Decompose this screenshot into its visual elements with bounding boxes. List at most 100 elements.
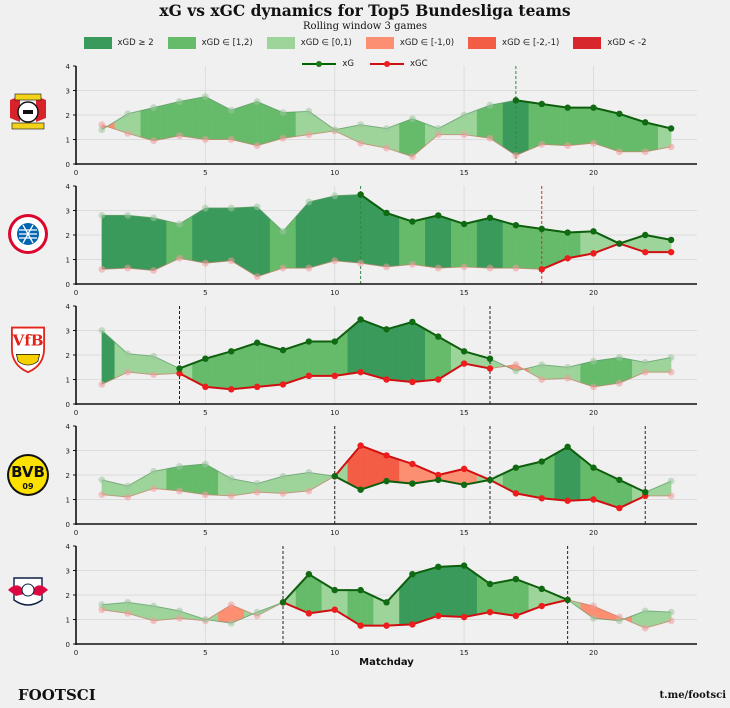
xgc-point bbox=[667, 248, 675, 256]
xgc-line-segment bbox=[101, 494, 128, 498]
xgd-band bbox=[425, 328, 432, 381]
legend-item-xgd-lt-m2: xGD < -2 bbox=[573, 37, 646, 49]
xgc-line-segment bbox=[463, 611, 491, 619]
xgc-point bbox=[512, 612, 520, 620]
xgc-line-segment bbox=[360, 444, 387, 457]
xgd-band bbox=[522, 464, 530, 497]
xg-line-segment bbox=[334, 124, 361, 131]
xg-line-segment bbox=[205, 463, 232, 480]
xgd-band bbox=[269, 346, 277, 386]
xgc-point bbox=[279, 381, 287, 388]
xg-line-segment bbox=[256, 341, 284, 352]
xgc-point bbox=[357, 259, 365, 267]
xgd-band bbox=[399, 216, 407, 266]
xg-point bbox=[228, 348, 235, 355]
xgc-line-segment bbox=[101, 371, 128, 385]
xgc-point bbox=[176, 132, 183, 140]
legend-line-swatch bbox=[370, 59, 405, 69]
xgc-line-segment bbox=[567, 142, 594, 147]
xgc-line-segment bbox=[360, 262, 387, 268]
xg-line-segment bbox=[205, 96, 232, 111]
xg-line-segment bbox=[127, 214, 154, 219]
xgc-point bbox=[434, 131, 442, 139]
xg-point bbox=[150, 214, 158, 222]
xgd-band bbox=[476, 219, 484, 268]
xg-point bbox=[667, 608, 675, 616]
x-tick-label: 0 bbox=[74, 169, 78, 177]
xgd-band bbox=[457, 221, 465, 268]
xgc-point bbox=[98, 491, 106, 498]
xgc-point bbox=[538, 495, 545, 502]
xgd-band bbox=[373, 595, 381, 626]
panel-bayer-leverkusen: 0 1 2 3 4 0 5 10 15 20 bbox=[66, 63, 697, 177]
xgd-band bbox=[580, 362, 588, 385]
xgc-point bbox=[642, 248, 649, 256]
xgc-line-segment bbox=[489, 364, 516, 369]
x-tick-label: 10 bbox=[330, 649, 339, 657]
xgc-point bbox=[98, 121, 106, 129]
xgc-point bbox=[279, 264, 287, 272]
xg-line-segment bbox=[645, 356, 672, 363]
x-tick-label: 20 bbox=[589, 529, 598, 537]
xgd-band bbox=[560, 106, 568, 146]
xgc-point bbox=[150, 267, 158, 274]
xg-line-segment bbox=[127, 470, 154, 487]
xgd-band bbox=[392, 325, 400, 381]
x-tick-label: 5 bbox=[203, 409, 207, 417]
xg-point bbox=[590, 614, 597, 622]
xg-line-segment bbox=[567, 230, 594, 234]
x-tick-label: 20 bbox=[589, 289, 598, 297]
y-tick-label: 1 bbox=[66, 497, 70, 505]
xgd-band bbox=[651, 359, 659, 373]
xg-point bbox=[176, 365, 183, 372]
footer-link[interactable]: t.me/footsci bbox=[659, 690, 726, 701]
xgc-point bbox=[512, 264, 520, 272]
xg-point bbox=[150, 104, 158, 112]
xgd-band bbox=[548, 453, 555, 500]
xg-line-segment bbox=[256, 101, 284, 114]
xgc-point bbox=[98, 265, 106, 273]
y-tick-label: 2 bbox=[66, 112, 70, 120]
xgd-band bbox=[134, 215, 141, 270]
xgc-line-segment bbox=[645, 146, 672, 153]
xgd-band bbox=[515, 100, 523, 156]
xg-point bbox=[176, 463, 183, 470]
xgc-point bbox=[383, 452, 390, 459]
xgd-band bbox=[263, 212, 271, 275]
xg-line-segment bbox=[463, 564, 491, 585]
xg-point bbox=[279, 227, 287, 235]
xg-line-segment bbox=[645, 480, 672, 493]
xgc-line-segment bbox=[464, 266, 491, 269]
xgd-band bbox=[580, 107, 588, 145]
panel-rb-leipzig: 0 1 2 3 4 0 5 10 15 20 bbox=[66, 543, 697, 657]
xg-point bbox=[512, 222, 520, 229]
xgd-band bbox=[373, 126, 381, 148]
xg-point bbox=[486, 355, 494, 362]
xgd-band bbox=[185, 215, 193, 261]
xgc-line-segment bbox=[231, 385, 258, 391]
xg-line-segment bbox=[153, 101, 180, 109]
xg-point bbox=[150, 602, 158, 610]
xgc-point bbox=[124, 129, 132, 137]
xgd-band bbox=[211, 207, 219, 263]
xgd-band bbox=[172, 466, 180, 492]
xgc-point bbox=[512, 152, 520, 159]
xg-line-segment bbox=[645, 121, 672, 130]
xgc-point bbox=[150, 485, 158, 492]
x-tick-label: 15 bbox=[460, 289, 469, 297]
xgc-point bbox=[279, 489, 287, 497]
xgd-band bbox=[134, 354, 141, 374]
y-tick-label: 3 bbox=[66, 448, 70, 456]
xgc-line-segment bbox=[412, 134, 439, 158]
xgc-point bbox=[176, 254, 183, 262]
xg-point bbox=[98, 126, 106, 134]
xgd-band bbox=[444, 217, 452, 268]
x-tick-label: 5 bbox=[203, 649, 207, 657]
xgd-band bbox=[554, 105, 562, 146]
xg-line-segment bbox=[101, 330, 129, 355]
xgd-band bbox=[211, 354, 219, 389]
xgc-point bbox=[357, 139, 365, 147]
xgd-band bbox=[560, 446, 568, 501]
xgc-line-segment bbox=[282, 601, 310, 615]
xg-point bbox=[512, 575, 520, 583]
